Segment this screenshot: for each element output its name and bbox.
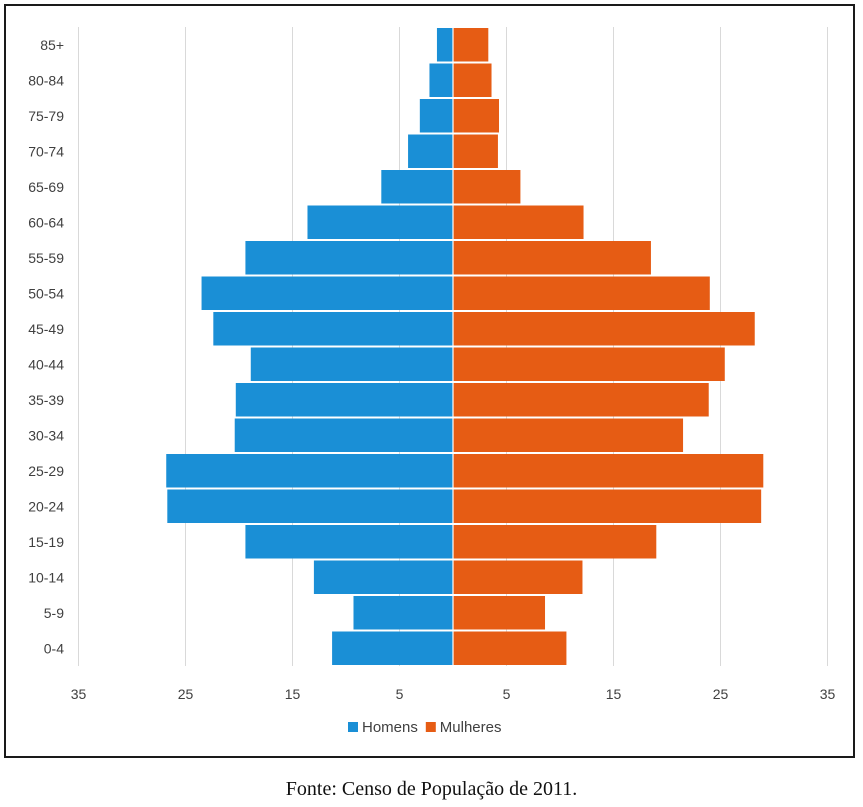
bar-homens-10-14 [313,560,453,594]
bar-homens-45-49 [213,312,453,346]
bar-homens-60-64 [307,205,453,239]
y-tick-label: 80-84 [28,72,64,88]
legend-swatch-homens [348,722,358,732]
bar-homens-65-69 [381,170,453,204]
bar-mulheres-30-34 [453,418,684,452]
y-tick-label: 75-79 [28,108,64,124]
bar-mulheres-40-44 [453,347,725,381]
bar-homens-5-9 [353,596,453,630]
bar-homens-15-19 [245,525,453,559]
y-tick-label: 35-39 [28,392,64,408]
bar-homens-0-4 [332,631,453,665]
bar-mulheres-70-74 [453,134,498,168]
x-tick-label: 25 [178,686,194,702]
y-tick-label: 25-29 [28,463,64,479]
x-tick-label: 15 [285,686,301,702]
bar-mulheres-55-59 [453,241,651,275]
bar-homens-70-74 [408,134,453,168]
y-tick-label: 15-19 [28,534,64,550]
legend-swatch-mulheres [425,722,436,732]
bar-homens-35-39 [235,383,453,417]
bar-mulheres-5-9 [453,596,546,630]
x-tick-label: 15 [606,686,622,702]
y-tick-label: 45-49 [28,321,64,337]
bar-homens-80-84 [429,63,453,97]
bar-homens-85+ [436,28,453,62]
legend-label-mulheres: Mulheres [440,719,502,736]
bar-mulheres-0-4 [453,631,567,665]
bar-mulheres-65-69 [453,170,521,204]
bar-mulheres-60-64 [453,205,584,239]
bar-mulheres-85+ [453,28,489,62]
bar-mulheres-50-54 [453,276,710,310]
bar-homens-55-59 [245,241,453,275]
y-tick-label: 30-34 [28,427,64,443]
gridlines [78,27,828,666]
y-axis-tick-labels: 0-4 5-9 10-14 15-19 20-24 25-29 30-34 35-39 40-4… [28,37,64,657]
y-tick-label: 55-59 [28,250,64,266]
bar-mulheres-75-79 [453,99,500,133]
y-tick-label: 85+ [40,37,64,53]
y-tick-label: 40-44 [28,356,64,372]
x-tick-label: 5 [503,686,511,702]
bar-homens-20-24 [167,489,453,523]
y-tick-label: 0-4 [44,640,64,656]
bar-mulheres-25-29 [453,454,764,488]
y-tick-label: 50-54 [28,285,64,301]
bar-homens-30-34 [234,418,453,452]
bar-mulheres-15-19 [453,525,657,559]
bar-mulheres-45-49 [453,312,755,346]
bars [166,27,764,666]
bar-homens-50-54 [201,276,453,310]
y-tick-label: 60-64 [28,214,64,230]
x-tick-label: 25 [713,686,729,702]
bar-mulheres-10-14 [453,560,583,594]
y-tick-label: 70-74 [28,143,64,159]
bar-homens-25-29 [166,454,454,488]
y-tick-label: 5-9 [44,605,64,621]
bar-homens-75-79 [419,99,453,133]
bar-mulheres-35-39 [453,383,709,417]
x-tick-label: 5 [396,686,404,702]
source-caption: Fonte: Censo de População de 2011. [285,778,578,800]
legend-label-homens: Homens [362,719,418,736]
bar-mulheres-20-24 [453,489,762,523]
legend: Homens Mulheres [348,719,502,736]
y-tick-label: 20-24 [28,498,64,514]
bar-homens-40-44 [250,347,453,381]
x-tick-label: 35 [820,686,836,702]
x-axis-tick-labels: 35 25 15 5 5 15 25 35 [71,686,836,702]
bar-mulheres-80-84 [453,63,492,97]
y-tick-label: 10-14 [28,569,64,585]
y-tick-label: 65-69 [28,179,64,195]
x-tick-label: 35 [71,686,87,702]
